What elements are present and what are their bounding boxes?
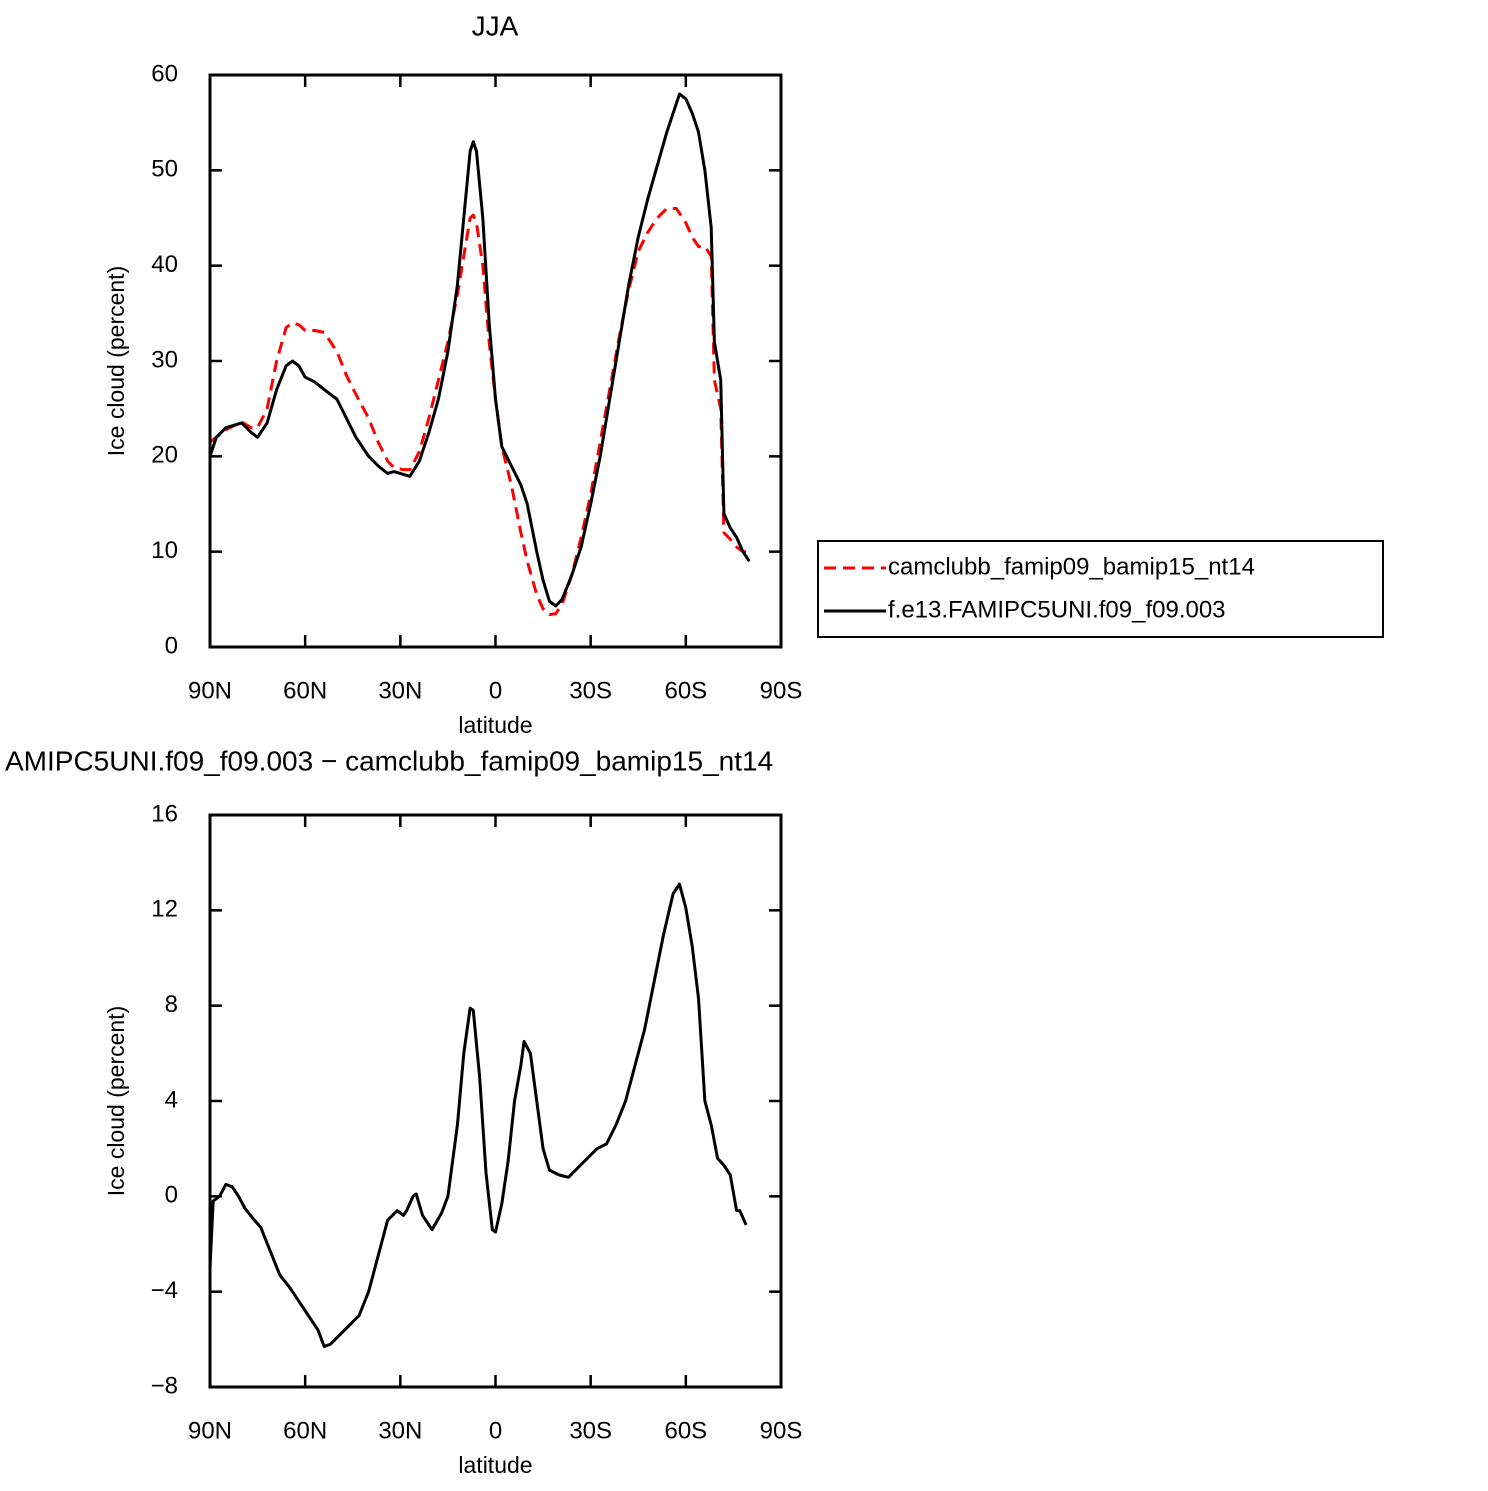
legend: camclubb_famip09_bamip15_nt14 f.e13.FAMIP… <box>817 540 1384 638</box>
data-line <box>210 92 751 608</box>
chart: AMIPC5UNI.f09_f09.003 − camclubb_famip09… <box>5 745 802 1478</box>
y-tick-label: 4 <box>165 1086 178 1113</box>
y-tick-label: 12 <box>151 896 178 923</box>
x-tick-label: 90N <box>188 677 232 704</box>
y-axis-label: Ice cloud (percent) <box>103 1006 129 1196</box>
x-tick-label: 90S <box>760 677 803 704</box>
x-tick-label: 30S <box>569 1417 612 1444</box>
y-tick-label: 8 <box>165 991 178 1018</box>
y-tick-label: −8 <box>151 1372 178 1399</box>
plot-frame <box>208 813 783 1389</box>
data-line <box>210 206 750 617</box>
x-tick-label: 30N <box>378 677 422 704</box>
y-tick-label: −4 <box>151 1277 178 1304</box>
x-tick-label: 0 <box>489 1417 502 1444</box>
y-tick-label: 60 <box>151 60 178 87</box>
y-axis-label: Ice cloud (percent) <box>103 266 129 456</box>
x-tick-label: 30S <box>569 677 612 704</box>
y-tick-label: 40 <box>151 251 178 278</box>
y-tick-label: 30 <box>151 346 178 373</box>
chart-title: JJA <box>472 10 519 41</box>
x-tick-label: 60S <box>664 1417 707 1444</box>
x-axis-label: latitude <box>458 1452 532 1478</box>
x-tick-label: 30N <box>378 1417 422 1444</box>
x-tick-label: 90S <box>760 1417 803 1444</box>
data-line <box>210 882 748 1348</box>
y-tick-label: 0 <box>165 1182 178 1209</box>
y-tick-label: 16 <box>151 800 178 827</box>
x-axis-label: latitude <box>458 712 532 738</box>
y-tick-label: 0 <box>165 632 178 659</box>
chart-title: AMIPC5UNI.f09_f09.003 − camclubb_famip09… <box>5 745 773 776</box>
x-tick-label: 0 <box>489 677 502 704</box>
y-tick-label: 10 <box>151 537 178 564</box>
legend-label: camclubb_famip09_bamip15_nt14 <box>888 553 1255 580</box>
legend-box <box>817 540 1384 638</box>
legend-label: f.e13.FAMIPC5UNI.f09_f09.003 <box>888 596 1226 623</box>
x-tick-label: 60N <box>283 1417 327 1444</box>
y-tick-label: 50 <box>151 156 178 183</box>
x-tick-label: 90N <box>188 1417 232 1444</box>
x-tick-label: 60S <box>664 677 707 704</box>
plot-frame <box>208 73 783 649</box>
chart: JJA Ice cloud (percent) latitude 0 10 20 30 40 5… <box>103 10 1384 738</box>
y-tick-label: 20 <box>151 442 178 469</box>
x-tick-label: 60N <box>283 677 327 704</box>
